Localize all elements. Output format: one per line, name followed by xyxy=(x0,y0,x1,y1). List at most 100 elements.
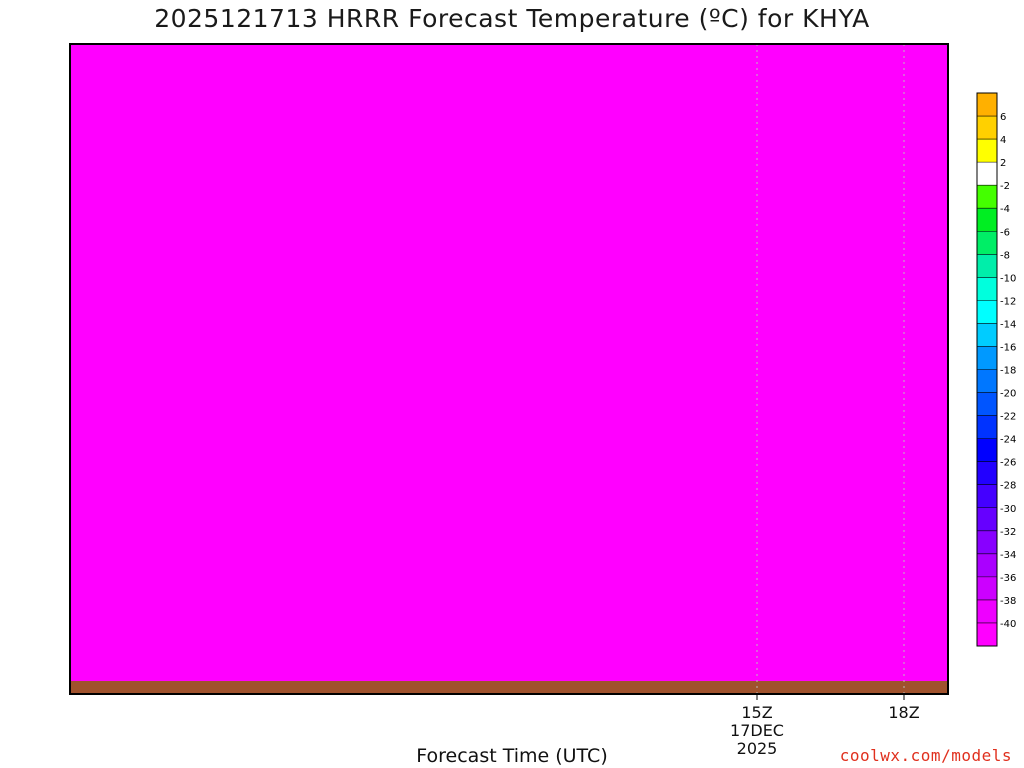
field-cell xyxy=(110,161,114,164)
field-cell xyxy=(158,113,162,116)
field-cell xyxy=(106,155,110,158)
field-cell xyxy=(82,323,86,326)
field-cell xyxy=(146,263,150,266)
field-cell xyxy=(142,569,146,572)
field-cell xyxy=(94,227,98,230)
field-cell xyxy=(86,527,90,530)
field-cell xyxy=(158,116,162,119)
field-cell xyxy=(138,377,142,380)
field-cell xyxy=(130,419,134,422)
field-cell xyxy=(86,545,90,548)
field-cell xyxy=(102,182,106,185)
field-cell xyxy=(114,479,118,482)
field-cell xyxy=(122,578,126,581)
field-cell xyxy=(130,596,134,599)
field-cell xyxy=(86,248,90,251)
field-cell xyxy=(106,89,110,92)
field-cell xyxy=(70,119,74,122)
field-cell xyxy=(102,533,106,536)
field-cell xyxy=(138,572,142,575)
field-cell xyxy=(98,632,102,635)
field-cell xyxy=(142,566,146,569)
field-cell xyxy=(86,383,90,386)
field-cell xyxy=(90,86,94,89)
field-cell xyxy=(114,650,118,653)
field-cell xyxy=(142,626,146,629)
field-cell xyxy=(130,200,134,203)
field-cell xyxy=(158,242,162,245)
field-cell xyxy=(82,209,86,212)
field-cell xyxy=(154,74,158,77)
field-cell xyxy=(146,596,150,599)
field-cell xyxy=(70,116,74,119)
field-cell xyxy=(102,473,106,476)
field-cell xyxy=(150,554,154,557)
field-cell xyxy=(126,272,130,275)
field-cell xyxy=(122,137,126,140)
field-cell xyxy=(150,338,154,341)
field-cell xyxy=(126,200,130,203)
field-cell xyxy=(110,512,114,515)
field-cell xyxy=(134,68,138,71)
field-cell xyxy=(74,515,78,518)
field-cell xyxy=(82,512,86,515)
field-cell xyxy=(158,602,162,605)
field-cell xyxy=(142,521,146,524)
field-cell xyxy=(94,113,98,116)
field-cell xyxy=(74,152,78,155)
field-cell xyxy=(74,110,78,113)
field-cell xyxy=(82,275,86,278)
field-cell xyxy=(86,440,90,443)
field-cell xyxy=(118,323,122,326)
field-cell xyxy=(142,122,146,125)
field-cell xyxy=(126,500,130,503)
field-cell xyxy=(102,638,106,641)
field-cell xyxy=(126,389,130,392)
field-cell xyxy=(150,281,154,284)
field-cell xyxy=(150,518,154,521)
field-cell xyxy=(70,596,74,599)
field-cell xyxy=(134,572,138,575)
field-cell xyxy=(154,584,158,587)
field-cell xyxy=(94,566,98,569)
field-cell xyxy=(142,527,146,530)
field-cell xyxy=(142,71,146,74)
field-cell xyxy=(150,503,154,506)
field-cell xyxy=(114,518,118,521)
field-cell xyxy=(118,317,122,320)
field-cell xyxy=(78,371,82,374)
field-cell xyxy=(86,536,90,539)
field-cell xyxy=(74,113,78,116)
field-cell xyxy=(146,350,150,353)
field-cell xyxy=(90,185,94,188)
field-cell xyxy=(74,548,78,551)
field-cell xyxy=(106,479,110,482)
field-cell xyxy=(78,548,82,551)
field-cell xyxy=(74,437,78,440)
field-cell xyxy=(122,269,126,272)
field-cell xyxy=(130,425,134,428)
field-cell xyxy=(86,530,90,533)
field-cell xyxy=(86,74,90,77)
field-cell xyxy=(102,362,106,365)
field-cell xyxy=(102,50,106,53)
field-cell xyxy=(118,398,122,401)
field-cell xyxy=(118,191,122,194)
field-cell xyxy=(74,206,78,209)
field-cell xyxy=(110,275,114,278)
field-cell xyxy=(106,254,110,257)
field-cell xyxy=(142,209,146,212)
field-cell xyxy=(154,578,158,581)
field-cell xyxy=(142,380,146,383)
field-cell xyxy=(90,485,94,488)
field-cell xyxy=(70,173,74,176)
field-cell xyxy=(90,467,94,470)
field-cell xyxy=(158,308,162,311)
field-cell xyxy=(90,344,94,347)
field-cell xyxy=(82,563,86,566)
field-cell xyxy=(74,506,78,509)
field-cell xyxy=(90,77,94,80)
field-cell xyxy=(142,362,146,365)
field-cell xyxy=(118,593,122,596)
field-cell xyxy=(78,104,82,107)
